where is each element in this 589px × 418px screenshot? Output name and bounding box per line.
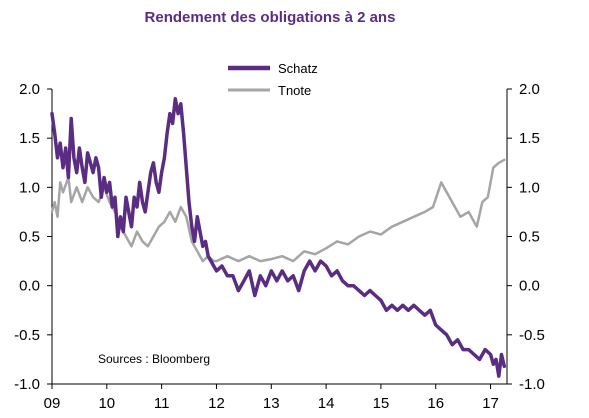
y-tick-label-right: 0.5: [519, 229, 540, 246]
x-tick-label: 09: [44, 395, 61, 412]
x-tick-label: 15: [373, 395, 390, 412]
x-tick-label: 17: [482, 395, 499, 412]
y-tick-label-right: 1.0: [519, 179, 540, 196]
y-tick-label-right: 1.5: [519, 130, 540, 147]
legend-label-schatz: Schatz: [278, 61, 318, 76]
y-tick-label-right: -1.0: [519, 376, 545, 393]
x-tick-label: 13: [263, 395, 280, 412]
x-tick-label: 11: [154, 395, 170, 412]
x-tick-label: 10: [98, 395, 115, 412]
x-tick-label: 16: [427, 395, 444, 412]
chart-title: Rendement des obligations à 2 ans: [145, 9, 396, 26]
y-tick-label-left: 0.5: [19, 229, 40, 246]
y-tick-label-left: -0.5: [14, 327, 40, 344]
legend: Schatz Tnote: [228, 61, 318, 98]
y-tick-label-right: -0.5: [519, 327, 545, 344]
y-tick-label-left: 0.0: [19, 278, 40, 295]
axes: 2.0 1.5 1.0 0.5 0.0 -0.5 -1.0 2.0 1.5 1.0 0.5 0.0 -0…: [14, 81, 545, 412]
y-tick-label-left: -1.0: [14, 376, 40, 393]
source-note: Sources : Bloomberg: [98, 352, 210, 366]
y-tick-label-left: 1.0: [19, 179, 40, 196]
series-layer: [50, 97, 507, 378]
y-tick-label-left: 2.0: [19, 81, 40, 98]
x-tick-label: 14: [318, 395, 335, 412]
series-line-schatz: [50, 97, 507, 378]
x-tick-label: 12: [208, 395, 225, 412]
y-tick-label-left: 1.5: [19, 130, 40, 147]
y-tick-label-right: 0.0: [519, 278, 540, 295]
y-tick-label-right: 2.0: [519, 81, 540, 98]
series-line-tnote: [50, 158, 506, 263]
legend-label-tnote: Tnote: [278, 83, 311, 98]
